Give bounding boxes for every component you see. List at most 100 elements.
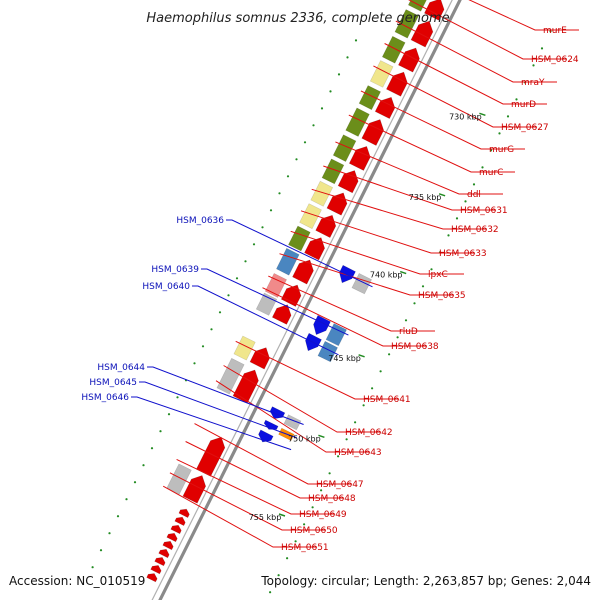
forward-gene-arrow[interactable] [374, 96, 396, 120]
gene-label-right[interactable]: HSM_0633 [439, 249, 487, 259]
cog-band-segment[interactable] [325, 323, 348, 347]
inner-track-dot [142, 464, 145, 467]
forward-gene-arrow-small[interactable] [170, 524, 182, 535]
forward-gene-arrow[interactable] [397, 47, 420, 73]
gene-label-left[interactable]: HSM_0644 [97, 363, 145, 373]
outer-track-dot [345, 438, 348, 441]
inner-track-dot [337, 73, 341, 76]
inner-track-dot [125, 498, 128, 501]
gene-label-right[interactable]: HSM_0641 [363, 395, 411, 405]
forward-gene-arrow[interactable] [182, 475, 207, 504]
gene-label-right[interactable]: murD [511, 100, 536, 110]
outer-track-dot [320, 489, 323, 492]
kbp-scale-layer: 730 kbp 735 kbp 740 kbp 745 kbp 750 kbp 755 k… [249, 112, 486, 522]
gene-label-right[interactable]: HSM_0642 [345, 428, 393, 438]
inner-track-dot [354, 39, 358, 42]
gene-label-right[interactable]: HSM_0648 [308, 494, 356, 504]
gene-label-right[interactable]: HSM_0647 [316, 480, 364, 490]
gene-label-right[interactable]: ddl [467, 190, 481, 200]
cog-band-segment[interactable] [310, 180, 334, 207]
gene-label-left[interactable]: HSM_0639 [151, 265, 199, 275]
gene-label-right[interactable]: HSM_0649 [299, 510, 347, 520]
label-leader-line [384, 43, 547, 105]
genome-summary-text: Topology: circular; Length: 2,263,857 bp… [260, 574, 591, 588]
cog-band-segment[interactable] [345, 107, 370, 137]
cog-band-segment[interactable] [299, 203, 322, 230]
label-leader-line [373, 65, 537, 128]
gene-label-right[interactable]: murC [479, 168, 503, 178]
forward-gene-arrow[interactable] [337, 170, 359, 194]
gene-label-right[interactable]: lpxC [428, 270, 448, 280]
forward-gene-arrow[interactable] [385, 71, 408, 97]
forward-gene-arrow-small[interactable] [162, 540, 174, 551]
inner-track-dot [312, 124, 315, 127]
gene-label-right[interactable]: HSM_0632 [451, 225, 499, 235]
cog-band-segment[interactable] [407, 0, 430, 12]
cog-band-segment[interactable] [233, 335, 256, 361]
label-leader-line [192, 285, 339, 356]
cog-band-segment[interactable] [369, 60, 394, 88]
outer-track-dot [532, 64, 535, 67]
label-leader-line [226, 219, 373, 288]
cog-band-segment[interactable] [381, 35, 406, 64]
gene-label-left[interactable]: HSM_0646 [81, 393, 129, 403]
gene-label-right[interactable]: HSM_0627 [501, 123, 549, 133]
inner-track-dot [150, 447, 154, 450]
inner-track-dot [193, 362, 196, 365]
gene-label-right[interactable]: murG [489, 145, 514, 155]
cog-band-segment[interactable] [358, 85, 382, 111]
outer-track-dot [413, 302, 416, 305]
cog-band-segment[interactable] [255, 292, 278, 316]
gene-label-left[interactable]: HSM_0645 [89, 378, 137, 388]
inner-track-dot [159, 430, 162, 433]
label-leader-line [395, 20, 557, 83]
forward-gene-arrow-small[interactable] [178, 508, 190, 519]
forward-gene-arrow[interactable] [232, 369, 259, 404]
label-leader-line [201, 268, 349, 336]
forward-gene-arrow-small[interactable] [150, 565, 162, 575]
forward-gene-arrow-small[interactable] [174, 516, 186, 527]
cog-band-segment[interactable] [321, 158, 345, 185]
gene-label-right[interactable]: HSM_0643 [334, 448, 382, 458]
forward-gene-arrow[interactable] [410, 20, 434, 48]
forward-gene-arrow[interactable] [249, 347, 270, 370]
forward-gene-arrow-small[interactable] [158, 548, 170, 559]
forward-gene-arrow[interactable] [326, 192, 348, 216]
gene-label-right[interactable]: rluD [399, 327, 418, 337]
gene-label-right[interactable]: HSM_0651 [281, 543, 329, 553]
inner-track-dot [91, 566, 94, 569]
gene-label-right[interactable]: mraY [521, 78, 545, 88]
gene-label-right[interactable]: murE [543, 26, 567, 36]
reverse-gene-arrow[interactable] [258, 429, 274, 443]
cog-band-segment[interactable] [287, 225, 311, 252]
label-leader-line [360, 90, 525, 150]
cog-band-segment[interactable] [394, 9, 420, 39]
gene-label-right[interactable]: HSM_0624 [531, 55, 579, 65]
forward-gene-arrow[interactable] [280, 284, 302, 307]
forward-gene-arrow[interactable] [271, 304, 292, 325]
forward-gene-arrow[interactable] [348, 146, 371, 171]
cog-band-segment[interactable] [317, 340, 339, 363]
inner-track-dot [244, 260, 247, 263]
label-leader-line [268, 275, 435, 332]
reverse-gene-arrow[interactable] [339, 264, 356, 284]
label-leader-line [162, 485, 317, 548]
forward-gene-arrow[interactable] [304, 237, 326, 261]
forward-gene-arrow-small[interactable] [154, 557, 166, 567]
gene-label-left[interactable]: HSM_0636 [176, 216, 224, 226]
gene-label-right[interactable]: HSM_0650 [290, 526, 338, 536]
reverse-gene-arrow[interactable] [313, 314, 331, 336]
forward-gene-arrow[interactable] [292, 259, 314, 285]
forward-gene-arrow-small[interactable] [166, 532, 178, 543]
forward-gene-arrow-small[interactable] [146, 573, 158, 583]
kbp-tick [358, 354, 365, 358]
cog-band-segment[interactable] [351, 272, 373, 295]
cog-band-segment[interactable] [332, 134, 357, 163]
gene-label-left[interactable]: HSM_0640 [142, 282, 190, 292]
gene-label-right[interactable]: HSM_0635 [418, 291, 466, 301]
forward-gene-arrow[interactable] [195, 436, 226, 477]
cog-band-segment[interactable] [275, 247, 300, 276]
gene-label-right[interactable]: HSM_0638 [391, 342, 439, 352]
forward-gene-arrow[interactable] [361, 119, 385, 146]
gene-label-right[interactable]: HSM_0631 [460, 206, 508, 216]
